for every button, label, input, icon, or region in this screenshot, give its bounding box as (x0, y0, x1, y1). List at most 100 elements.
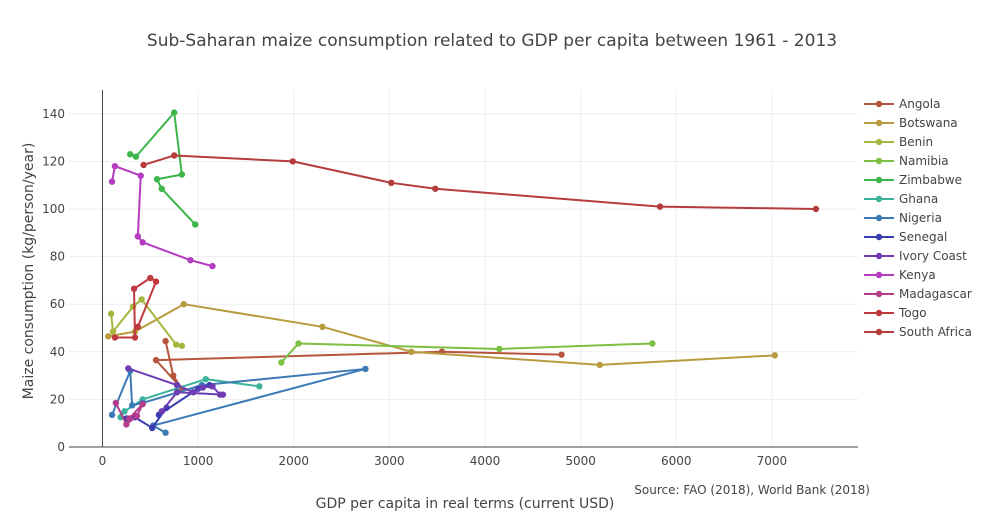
data-point[interactable] (149, 424, 156, 432)
data-point[interactable] (812, 205, 820, 213)
chart-title: Sub-Saharan maize consumption related to… (147, 31, 837, 51)
legend[interactable]: Angola Botswana Benin Namibia Zimbabwe Ghana N… (864, 97, 972, 339)
source-note: Source: FAO (2018), World Bank (2018) (634, 483, 870, 497)
data-point[interactable] (171, 109, 178, 116)
data-point[interactable] (158, 408, 165, 415)
series-togo[interactable] (111, 274, 160, 341)
series-namibia[interactable] (278, 340, 656, 366)
data-point[interactable] (388, 179, 395, 187)
data-point[interactable] (162, 429, 169, 436)
x-tick-label: 5000 (565, 454, 596, 468)
data-point[interactable] (432, 185, 439, 192)
data-point[interactable] (139, 239, 146, 246)
data-point[interactable] (171, 152, 178, 159)
data-point[interactable] (178, 342, 186, 350)
legend-swatch-marker (875, 271, 883, 279)
series-kenya[interactable] (108, 162, 216, 270)
legend-label: Namibia (899, 154, 949, 168)
data-point[interactable] (202, 375, 209, 383)
data-point[interactable] (137, 172, 144, 179)
data-point[interactable] (138, 296, 145, 303)
data-point[interactable] (105, 333, 112, 340)
data-point[interactable] (170, 372, 177, 379)
series-line (111, 165, 213, 268)
data-point[interactable] (178, 171, 186, 178)
data-point[interactable] (134, 323, 142, 331)
data-point[interactable] (147, 274, 154, 282)
data-point[interactable] (173, 389, 181, 396)
data-point[interactable] (172, 341, 180, 348)
data-point[interactable] (111, 162, 119, 170)
legend-item-namibia[interactable]: Namibia (864, 154, 949, 168)
legend-item-madagascar[interactable]: Madagascar (864, 287, 972, 301)
data-point[interactable] (121, 408, 128, 415)
data-point[interactable] (649, 340, 656, 347)
data-point[interactable] (319, 323, 326, 331)
data-point[interactable] (190, 389, 197, 396)
data-point[interactable] (295, 340, 302, 347)
data-point[interactable] (209, 262, 216, 270)
data-point[interactable] (107, 310, 115, 317)
data-point[interactable] (123, 421, 130, 428)
data-point[interactable] (173, 381, 181, 389)
series-ivory-coast[interactable] (125, 365, 227, 415)
legend-item-nigeria[interactable]: Nigeria (864, 211, 942, 225)
data-point[interactable] (771, 352, 778, 359)
data-point[interactable] (153, 176, 161, 183)
legend-item-zimbabwe[interactable]: Zimbabwe (864, 173, 962, 187)
data-point[interactable] (127, 151, 134, 158)
data-point[interactable] (558, 351, 565, 358)
data-point[interactable] (408, 348, 415, 355)
data-point[interactable] (180, 301, 187, 308)
data-point[interactable] (278, 359, 285, 366)
data-point[interactable] (192, 221, 199, 228)
data-point[interactable] (256, 383, 263, 390)
data-point[interactable] (131, 334, 139, 341)
series-south-africa[interactable] (140, 152, 820, 213)
data-point[interactable] (139, 400, 146, 408)
data-point[interactable] (130, 285, 138, 292)
series-angola[interactable] (152, 337, 565, 392)
series-benin[interactable] (107, 296, 186, 350)
data-point[interactable] (108, 178, 116, 185)
legend-swatch-marker (875, 309, 883, 317)
legend-item-ghana[interactable]: Ghana (864, 192, 938, 206)
data-point[interactable] (289, 158, 296, 165)
data-point[interactable] (496, 345, 503, 353)
legend-item-benin[interactable]: Benin (864, 135, 933, 149)
legend-item-kenya[interactable]: Kenya (864, 268, 936, 282)
data-point[interactable] (152, 356, 160, 364)
data-point[interactable] (596, 361, 603, 369)
data-point[interactable] (656, 203, 664, 210)
data-point[interactable] (158, 185, 165, 192)
data-point[interactable] (133, 412, 141, 420)
data-point[interactable] (187, 256, 194, 264)
legend-item-south-africa[interactable]: South Africa (864, 325, 972, 339)
data-point[interactable] (219, 391, 227, 398)
data-point[interactable] (132, 153, 140, 160)
legend-item-botswana[interactable]: Botswana (864, 116, 958, 130)
data-point[interactable] (128, 402, 136, 409)
legend-item-togo[interactable]: Togo (864, 306, 927, 320)
legend-label: Madagascar (899, 287, 972, 301)
data-point[interactable] (152, 278, 160, 285)
legend-item-senegal[interactable]: Senegal (864, 230, 947, 244)
data-point[interactable] (126, 415, 133, 422)
series-madagascar[interactable] (112, 399, 146, 428)
data-point[interactable] (109, 328, 117, 335)
legend-item-angola[interactable]: Angola (864, 97, 940, 111)
data-point[interactable] (125, 365, 132, 372)
legend-item-ivory-coast[interactable]: Ivory Coast (864, 249, 967, 263)
data-point[interactable] (140, 161, 147, 169)
data-point[interactable] (108, 411, 116, 419)
data-point[interactable] (209, 383, 216, 390)
data-point[interactable] (112, 399, 120, 407)
data-point[interactable] (134, 233, 142, 240)
series-zimbabwe[interactable] (127, 109, 199, 228)
data-point[interactable] (362, 365, 369, 373)
legend-label: Zimbabwe (899, 173, 962, 187)
data-point[interactable] (111, 334, 119, 341)
data-point[interactable] (162, 337, 169, 345)
data-point[interactable] (199, 384, 207, 391)
series-ghana[interactable] (117, 375, 263, 421)
